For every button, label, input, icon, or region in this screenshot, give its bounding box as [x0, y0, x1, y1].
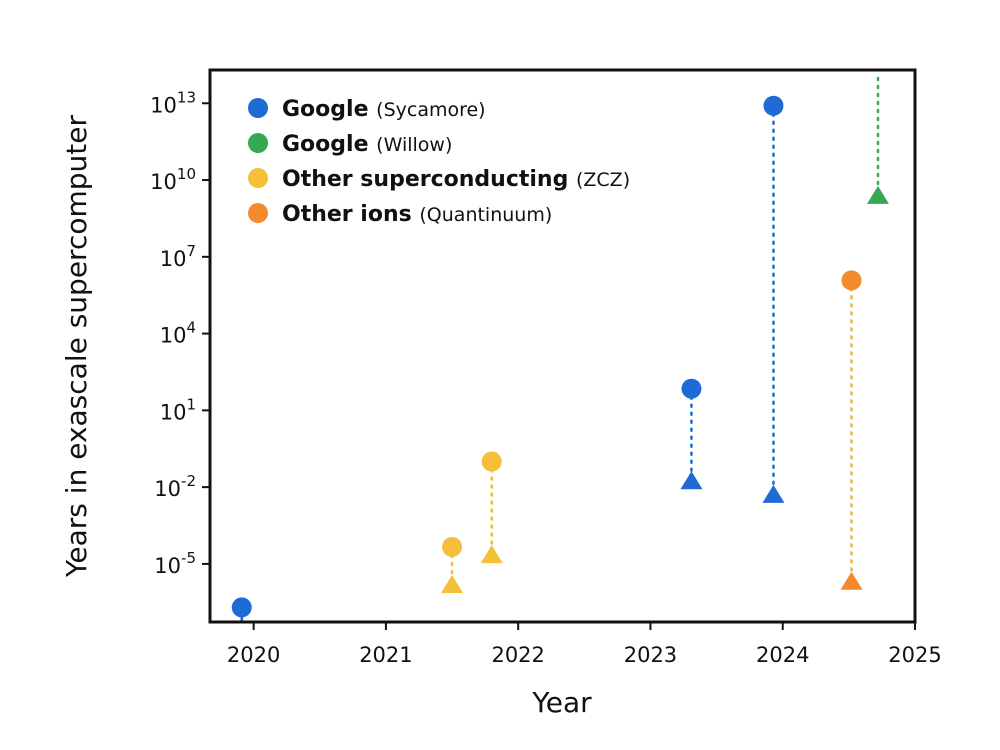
upper-estimate-marker: [442, 536, 463, 557]
x-tick-label: 2022: [491, 643, 544, 667]
upper-estimate-marker: [681, 378, 702, 399]
y-axis-label: Years in exascale supercomputer: [60, 115, 93, 578]
y-tick-label: 1013: [150, 88, 196, 117]
lower-estimate-marker: [441, 574, 464, 593]
y-tick-label: 1010: [150, 165, 196, 194]
upper-estimate-marker: [231, 597, 252, 618]
legend-label: Google (Sycamore): [282, 97, 486, 122]
x-tick-label: 2024: [756, 643, 809, 667]
lower-estimate-marker: [840, 571, 863, 590]
legend-marker: [248, 133, 268, 153]
y-axis: 1013 1010 107 104 101 10-2 10-5: [150, 88, 210, 578]
data-marks: [231, 76, 889, 622]
y-tick-label: 107: [160, 242, 196, 271]
x-tick-label: 2020: [227, 643, 280, 667]
legend-label: Google (Willow): [282, 132, 452, 157]
upper-estimate-marker: [763, 95, 784, 116]
legend-marker: [248, 203, 268, 223]
legend-label: Other superconducting (ZCZ): [282, 167, 630, 192]
plot-frame: [208, 68, 917, 624]
x-tick-label: 2025: [888, 643, 941, 667]
x-tick-label: 2023: [624, 643, 677, 667]
x-axis-label: Year: [531, 686, 592, 719]
y-tick-label: 104: [160, 319, 196, 348]
upper-estimate-marker: [481, 451, 502, 472]
x-axis: 2020 2021 2022 2023 2024 2025: [227, 622, 942, 667]
legend-marker: [248, 168, 268, 188]
y-tick-label: 101: [160, 395, 196, 424]
y-tick-label: 10-5: [154, 549, 196, 578]
y-tick-label: 10-2: [154, 472, 196, 501]
lower-estimate-marker: [866, 185, 889, 204]
lower-estimate-marker: [762, 484, 785, 503]
upper-estimate-marker: [841, 270, 862, 291]
lower-estimate-marker: [680, 471, 703, 490]
legend-label: Other ions (Quantinuum): [282, 202, 552, 227]
legend-marker: [248, 98, 268, 118]
legend: Google (Sycamore) Google (Willow) Other su…: [248, 97, 630, 227]
lower-estimate-marker: [480, 545, 503, 564]
x-tick-label: 2021: [359, 643, 412, 667]
